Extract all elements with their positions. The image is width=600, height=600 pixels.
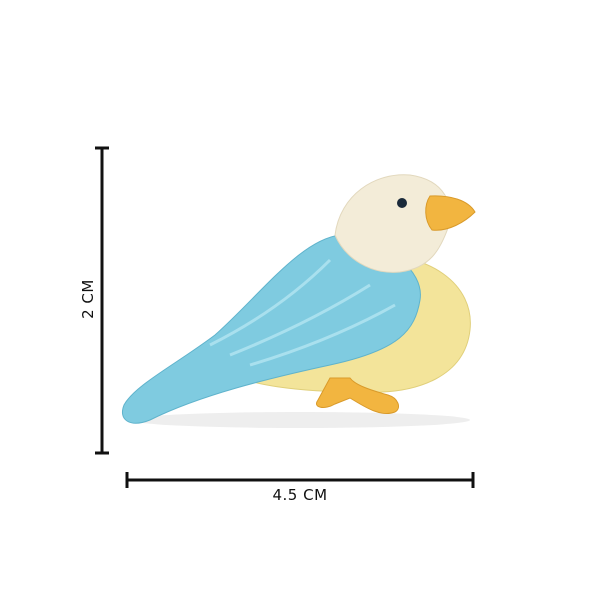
width-label: 4.5 CM	[272, 486, 328, 504]
bird-beak	[425, 195, 476, 231]
bird-eye	[397, 198, 407, 208]
bird-brooch	[122, 174, 476, 428]
bird-foot	[316, 377, 399, 414]
bird-wing	[122, 234, 421, 424]
width-dimension-line	[125, 472, 475, 488]
height-label: 2 CM	[79, 279, 97, 319]
height-dimension-line	[95, 146, 109, 455]
